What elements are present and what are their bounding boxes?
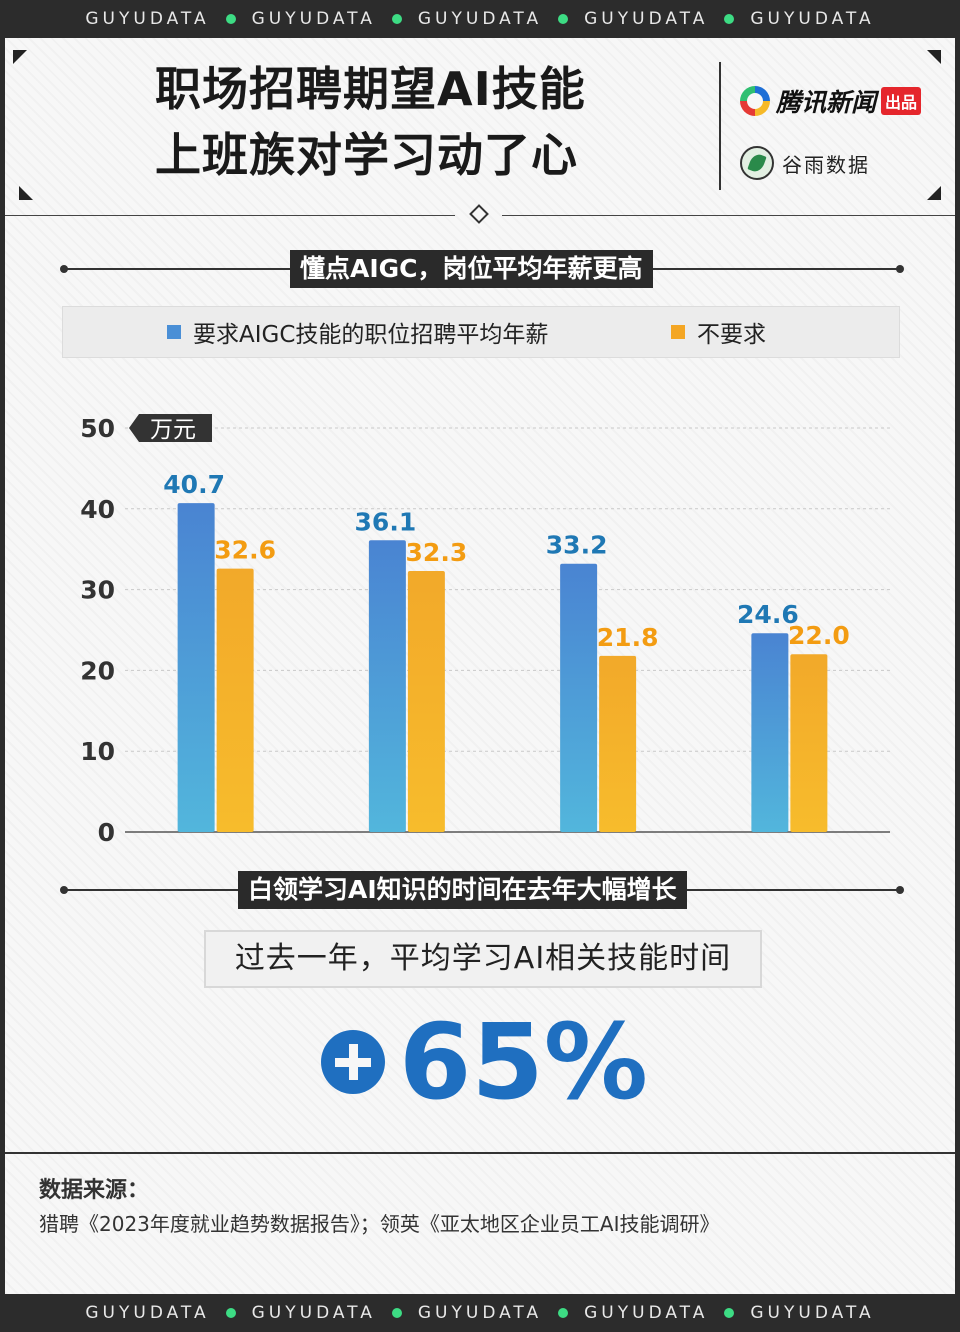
unit-tag (129, 414, 212, 442)
bar (177, 503, 215, 832)
y-tick-label: 50 (80, 414, 115, 443)
y-tick-label: 30 (80, 576, 115, 605)
ticker-dot-icon (724, 1308, 735, 1318)
plus-circle-icon (321, 1030, 385, 1094)
data-label: 36.1 (355, 507, 417, 536)
y-tick-label: 0 (98, 818, 115, 847)
data-label: 32.3 (406, 538, 468, 567)
ticker-word: GUYUDATA (584, 1303, 709, 1323)
bar (751, 633, 789, 832)
bottom-ticker: GUYUDATA GUYUDATA GUYUDATA GUYUDATA GUYU… (0, 1294, 960, 1332)
data-label: 32.6 (214, 536, 276, 565)
header-divider-left (5, 215, 455, 216)
footer-divider (5, 1152, 955, 1154)
legend-item-aigc: 要求AIGC技能的职位招聘平均年薪 (167, 307, 548, 357)
y-tick-label: 40 (80, 495, 115, 524)
data-label: 22.0 (788, 621, 850, 650)
corner-tl-icon (13, 50, 27, 64)
ticker-dot-icon (558, 1308, 569, 1318)
guyu-data-logo: 谷雨数据 (740, 146, 870, 180)
ticker-dot-icon (391, 14, 402, 24)
data-label: 21.8 (597, 623, 659, 652)
ticker-word: GUYUDATA (417, 9, 543, 29)
tencent-news-logo: 腾讯新闻 出品 (740, 83, 922, 119)
tencent-news-text: 腾讯新闻 (776, 88, 877, 117)
corner-tr-icon (927, 50, 941, 64)
data-label: 33.2 (546, 531, 608, 560)
ticker-dot-icon (391, 1308, 402, 1318)
corner-br-icon (927, 186, 941, 200)
infographic-panel: 职场招聘期望AI技能 上班族对学习动了心 腾讯新闻 出品 谷雨数据 懂点AIGC… (5, 38, 955, 1294)
ticker-word: GUYUDATA (750, 1303, 875, 1323)
legend-item-none: 不要求 (671, 307, 766, 357)
ticker-word: GUYUDATA (251, 1303, 376, 1323)
legend-swatch-blue-icon (167, 325, 181, 339)
source-text: 猎聘《2023年度就业趋势数据报告》；领英《亚太地区企业员工AI技能调研》 (39, 1212, 720, 1236)
page-title: 职场招聘期望AI技能 上班族对学习动了心 (155, 56, 625, 188)
ticker-dot-icon (724, 14, 735, 24)
ticker-word: GUYUDATA (750, 9, 875, 29)
bar (560, 563, 598, 832)
source-label: 数据来源： (39, 1178, 150, 1203)
bar (407, 571, 445, 832)
legend-label-none: 不要求 (697, 322, 766, 348)
info-box: 过去一年，平均学习AI相关技能时间 (204, 930, 762, 988)
unit-label: 万元 (150, 417, 196, 443)
legend-swatch-orange-icon (671, 325, 685, 339)
ticker-word: GUYUDATA (85, 9, 210, 29)
salary-bar-chart: 01020304050万元40.732.6产品经理36.132.3产品运营33.… (80, 414, 890, 847)
ticker-word: GUYUDATA (417, 1303, 543, 1323)
section1-title: 懂点AIGC，岗位平均年薪更高 (290, 250, 653, 288)
data-label: 24.6 (737, 600, 799, 629)
tencent-badge: 出品 (881, 87, 922, 115)
header-divider-right (502, 215, 955, 216)
title-line-2: 上班族对学习动了心 (155, 128, 578, 182)
ticker-dot-icon (225, 14, 236, 24)
title-line-1: 职场招聘期望AI技能 (155, 62, 586, 116)
data-label: 40.7 (163, 470, 225, 499)
y-tick-label: 10 (80, 737, 115, 766)
bar (599, 655, 637, 832)
bar (790, 654, 828, 832)
legend-label-aigc: 要求AIGC技能的职位招聘平均年薪 (193, 322, 549, 348)
diamond-icon (469, 204, 489, 224)
bar (368, 540, 406, 832)
growth-percent: 65% (399, 1001, 648, 1123)
corner-bl-icon (19, 186, 33, 200)
y-tick-label: 20 (80, 656, 115, 685)
ticker-word: GUYUDATA (251, 9, 376, 29)
title-separator (719, 62, 721, 190)
tencent-news-icon (740, 86, 770, 116)
ticker-word: GUYUDATA (85, 1303, 210, 1323)
ticker-dot-icon (558, 14, 569, 24)
section2-title: 白领学习AI知识的时间在去年大幅增长 (238, 871, 687, 909)
ticker-word: GUYUDATA (584, 9, 709, 29)
guyu-leaf-icon (740, 146, 774, 180)
ticker-dot-icon (225, 1308, 236, 1318)
top-ticker: GUYUDATA GUYUDATA GUYUDATA GUYUDATA GUYU… (0, 0, 960, 38)
bar (216, 568, 254, 832)
guyu-logo-text: 谷雨数据 (782, 152, 870, 177)
chart-legend: 要求AIGC技能的职位招聘平均年薪 不要求 (62, 306, 900, 358)
